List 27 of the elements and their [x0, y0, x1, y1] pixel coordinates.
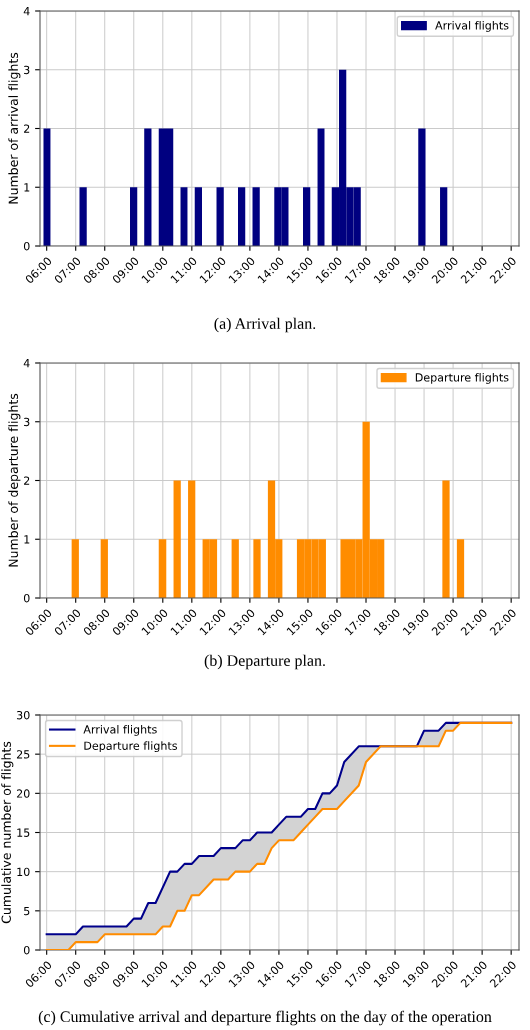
text: (c) Cumulative arrival and departure flights on the day of the operation: [38, 1010, 492, 1026]
y-tick-label: 2: [24, 124, 30, 133]
y-tick-label: 5: [24, 906, 30, 916]
y-tick-label: 0: [23, 945, 30, 955]
y-tick-label: 3: [24, 417, 30, 427]
legend-label: Arrival flights: [435, 21, 509, 32]
y-tick-label: 0: [23, 593, 30, 603]
legend-label: Departure flights: [415, 373, 509, 384]
y-tick-label: 1: [24, 183, 30, 192]
y-tick-label: 4: [23, 7, 30, 16]
y-tick-label: 3: [24, 65, 30, 75]
y-tick-label: 25: [16, 750, 30, 759]
text: (b) Departure plan.: [204, 654, 325, 670]
text: (a) Arrival plan.: [214, 317, 316, 333]
y-tick-label: 2: [24, 476, 30, 485]
y-tick-label: 20: [16, 789, 30, 798]
y-tick-label: 4: [23, 359, 30, 368]
y-tick-label: 1: [24, 535, 30, 544]
legend-label: Departure flights: [84, 741, 178, 753]
y-tick-label: 10: [17, 867, 30, 877]
y-axis-title: Number of arrival flights: [8, 52, 21, 204]
y-axis-title: Number of departure flights: [8, 393, 21, 567]
y-axis-title: Cumulative number of flights: [1, 741, 14, 924]
legend-label: Arrival flights: [83, 725, 157, 736]
y-tick-label: 0: [23, 241, 30, 251]
y-tick-label: 15: [17, 828, 30, 837]
y-tick-label: 30: [16, 710, 30, 720]
